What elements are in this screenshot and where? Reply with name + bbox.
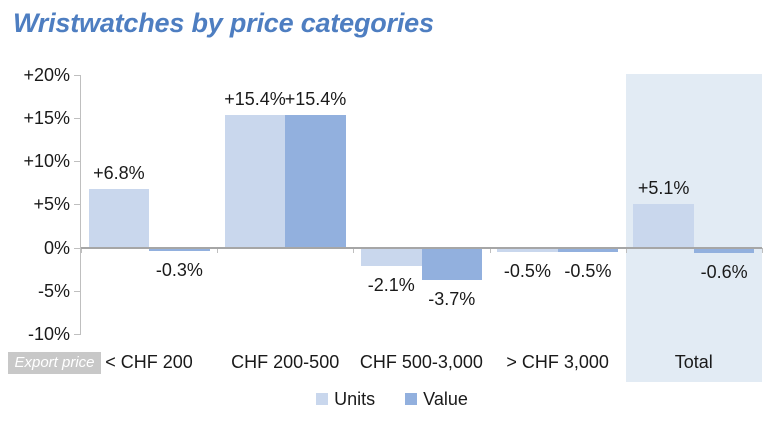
zero-line <box>81 247 762 249</box>
y-axis-tick-label: +10% <box>23 151 70 171</box>
value-bar-3 <box>557 248 619 253</box>
units-bar-0 <box>88 189 150 248</box>
units-bar-4 <box>633 203 694 248</box>
x-axis-category-label: CHF 500-3,000 <box>359 352 483 372</box>
legend-label: Value <box>423 389 468 409</box>
y-axis-tick-mark <box>74 117 81 119</box>
data-label-units-0: +6.8% <box>93 163 145 184</box>
data-label-value-4: -0.6% <box>700 262 748 283</box>
data-label-value-2: -3.7% <box>428 289 476 309</box>
y-axis-tick-mark <box>74 204 81 206</box>
y-axis-tick-mark <box>74 161 81 162</box>
value-bar-4 <box>693 248 755 254</box>
data-label-units-4: +5.1% <box>637 177 690 198</box>
category-tick-mark <box>762 248 763 253</box>
y-axis-tick-label: -5% <box>37 280 70 301</box>
data-label-units-2: -2.1% <box>367 275 415 296</box>
value-bar-1 <box>285 114 346 248</box>
units-bar-1 <box>224 114 286 248</box>
value-bar-0 <box>149 248 210 251</box>
legend-label: Units <box>334 389 376 409</box>
category-tick-mark <box>625 248 627 253</box>
y-axis-tick-label: -10% <box>27 324 70 344</box>
legend-swatch-value <box>405 393 418 405</box>
value-bar-2 <box>421 248 482 280</box>
y-axis-tick-label: 0% <box>43 237 70 258</box>
y-axis-tick-mark <box>74 247 81 249</box>
units-bar-3 <box>497 248 558 253</box>
category-tick-mark <box>353 248 355 253</box>
units-bar-2 <box>361 248 422 267</box>
export-price-badge: Export price <box>8 352 101 374</box>
data-label-value-1: +15.4% <box>284 88 347 109</box>
data-label-units-3: -0.5% <box>503 261 551 282</box>
y-axis-tick-label: +20% <box>23 64 70 85</box>
y-axis-tick-mark <box>74 74 81 76</box>
chart-title: Wristwatches by price categories <box>13 8 434 38</box>
category-tick-mark <box>217 248 219 253</box>
x-axis-category-label: < CHF 200 <box>105 352 193 372</box>
data-label-units-1: +15.4% <box>224 88 286 109</box>
category-tick-mark <box>489 248 491 253</box>
y-axis-tick-label: +5% <box>33 194 70 215</box>
data-label-value-3: -0.5% <box>564 261 612 282</box>
x-axis-category-label: > CHF 3,000 <box>506 352 609 372</box>
y-axis-tick-label: +15% <box>23 107 70 128</box>
y-axis-tick-mark <box>74 290 81 292</box>
legend-item-units: Units <box>316 389 375 409</box>
x-axis-category-label: Total <box>674 352 713 372</box>
legend-item-value: Value <box>405 389 468 409</box>
legend: Units Value <box>0 387 784 411</box>
y-axis-tick-mark <box>74 334 81 335</box>
category-tick-mark <box>81 248 82 253</box>
legend-swatch-units <box>316 393 329 405</box>
x-axis-category-label: CHF 200-500 <box>231 352 340 372</box>
data-label-value-0: -0.3% <box>155 259 203 280</box>
